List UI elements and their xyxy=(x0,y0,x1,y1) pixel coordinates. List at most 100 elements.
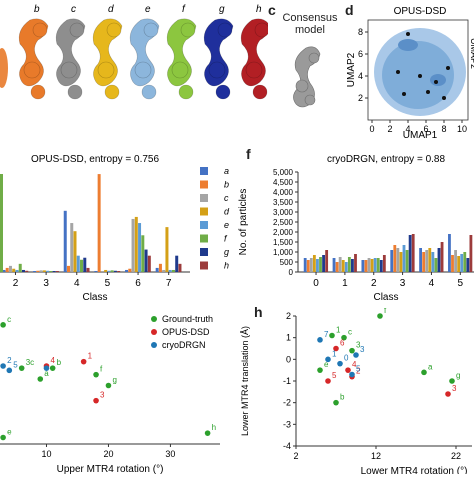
point-label: 1 xyxy=(88,352,93,361)
bar-c-class-4 xyxy=(425,250,429,272)
bar-f-class-4 xyxy=(80,259,84,272)
density-maps-figure: b c d e f g h xyxy=(0,4,271,100)
bar-c-class-4 xyxy=(70,223,74,272)
point-label: g xyxy=(456,371,460,380)
point-label: b xyxy=(340,393,345,402)
bar-a-class-5 xyxy=(448,234,451,272)
bar-b-class-1 xyxy=(335,262,339,272)
umap-xtick-label: 4 xyxy=(405,124,410,134)
histogram-title: OPUS-DSD, entropy = 0.756 xyxy=(31,154,160,165)
map-blob-e xyxy=(134,61,152,79)
bar-b-class-3 xyxy=(393,245,397,272)
map-blob-h xyxy=(252,84,268,100)
bar-g-class-3 xyxy=(52,271,56,272)
bar-g-class-3 xyxy=(408,235,412,272)
map-blob-c xyxy=(60,61,78,79)
y-tick-label: 0 xyxy=(289,268,294,277)
umap-centroid xyxy=(442,96,446,100)
point-cryodrgn xyxy=(353,352,359,358)
y-tick-label: -3 xyxy=(283,419,291,429)
umap-panel: OPUS-DSD UMAP1 UMAP2 0 2 4 6 8 10 8 6 4 2 UMAP2 xyxy=(346,0,474,141)
y-tick-label: 0 xyxy=(286,354,291,364)
point-ground-truth xyxy=(449,378,455,384)
map-label-e: e xyxy=(145,4,151,15)
point-label: 3c xyxy=(26,358,34,367)
bar-b-class-7 xyxy=(158,263,162,272)
bar-c-class-5 xyxy=(454,250,457,272)
y-tick-label: 500 xyxy=(280,258,294,267)
x-tick-label: 2 xyxy=(13,278,19,289)
bar-a-class-1 xyxy=(332,258,336,272)
legend-label-f: f xyxy=(224,234,228,244)
point-ground-truth xyxy=(204,430,211,436)
bar-e-class-3 xyxy=(402,245,406,272)
map-blob-g xyxy=(217,22,233,38)
bar-h-class-2 xyxy=(25,270,29,272)
legend-marker-cryodrgn xyxy=(151,342,157,348)
bar-b-class-5 xyxy=(97,174,101,272)
bar-b-class-3 xyxy=(36,270,40,272)
bar-f-class-5 xyxy=(463,252,467,272)
y-tick-label: 1,000 xyxy=(273,248,294,257)
panel-label-h: h xyxy=(254,304,263,320)
bar-h-class-3 xyxy=(55,271,59,272)
umap-xtick-label: 2 xyxy=(387,124,392,134)
bar-a-class-4 xyxy=(63,210,67,272)
point-ground-truth xyxy=(421,369,427,376)
point-label: 2 xyxy=(356,367,361,376)
map-blob-e xyxy=(143,22,159,38)
legend-swatch-b xyxy=(200,180,208,189)
y-tick-label: 5,000 xyxy=(273,168,294,177)
x-axis-label: Class xyxy=(373,292,398,303)
point-label: g xyxy=(112,376,116,385)
point-label: 2 xyxy=(7,356,12,365)
umap-cloud xyxy=(374,28,466,116)
y-tick-label: 1 xyxy=(286,333,291,343)
legend-label-d: d xyxy=(224,207,230,217)
point-ground-truth xyxy=(377,313,383,319)
point-cryodrgn xyxy=(0,363,6,369)
bar-e-class-5 xyxy=(107,270,111,272)
bar-c-class-5 xyxy=(100,271,104,272)
map-blob-d xyxy=(104,84,120,100)
umap-xtick-label: 0 xyxy=(369,124,374,134)
point-ground-truth xyxy=(0,434,6,441)
x-axis-label: Lower MTR4 rotation (°) xyxy=(361,466,468,474)
bar-c-class-2 xyxy=(8,265,12,272)
map-c xyxy=(55,18,86,100)
point-label: 7 xyxy=(324,330,329,339)
map-blob-g xyxy=(208,61,226,79)
y-tick-label: -2 xyxy=(283,398,291,408)
bar-d-class-5 xyxy=(104,269,108,272)
map-g xyxy=(203,18,234,100)
bar-a-class-6 xyxy=(125,269,129,272)
point-label: 5 xyxy=(356,365,361,374)
x-tick-label: 22 xyxy=(451,451,461,461)
bar-b-class-6 xyxy=(128,268,132,272)
bar-e-class-6 xyxy=(138,223,142,272)
umap-cluster xyxy=(398,39,418,51)
map-e xyxy=(129,18,160,100)
point-cryodrgn xyxy=(325,356,331,363)
bar-h-class-4 xyxy=(440,242,444,272)
point-label: a xyxy=(428,362,433,371)
map-label-b: b xyxy=(34,4,40,15)
x-tick-label: 12 xyxy=(371,451,381,461)
bar-g-class-4 xyxy=(437,248,441,272)
bar-a-class-4 xyxy=(419,248,423,272)
bar-h-class-2 xyxy=(382,255,386,272)
bar-a-class-3 xyxy=(390,250,394,272)
point-opus-dsd xyxy=(93,397,99,404)
legend-swatch-a xyxy=(200,167,208,175)
bar-d-class-2 xyxy=(370,259,374,272)
legend-swatch-g xyxy=(200,248,208,256)
x-tick-label: 20 xyxy=(103,449,113,459)
map-blob-b xyxy=(32,22,48,38)
bar-h-class-1 xyxy=(354,254,357,272)
bar-h-class-0 xyxy=(325,250,329,272)
bar-h-class-5 xyxy=(117,271,121,272)
umap-ylabel: UMAP2 xyxy=(346,52,357,87)
point-label: 3 xyxy=(100,391,105,400)
bar-h-class-5 xyxy=(469,235,473,272)
